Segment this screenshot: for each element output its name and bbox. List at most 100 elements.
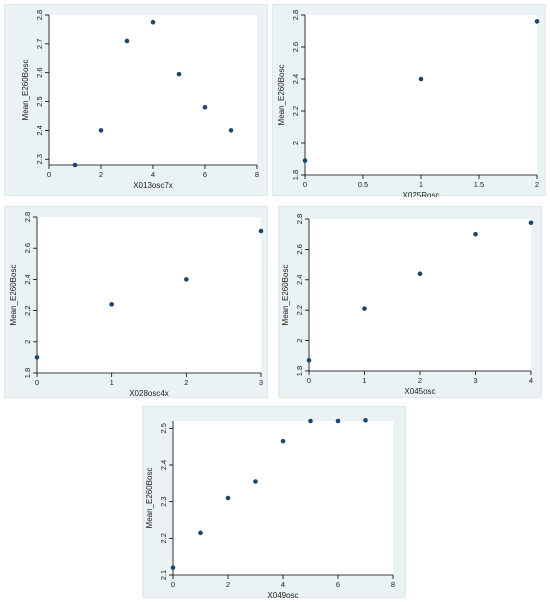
scatter-chart: 0 2 4 6 8 2.1 2.2 2.3 2.4 2.5 X049osc Mean_E260Bosc: [145, 417, 395, 599]
x-tick-label: 4: [151, 170, 155, 179]
x-tick-label: 3: [473, 376, 477, 385]
x-tick-label: 2: [184, 378, 188, 387]
y-tick-label: 2.6: [23, 243, 32, 253]
x-tick-label: 4: [529, 376, 533, 385]
x-tick-label: 4: [281, 580, 285, 589]
y-tick-label: 1.8: [295, 366, 304, 376]
x-tick-label: 0: [303, 180, 307, 189]
data-point: [417, 271, 423, 277]
y-tick-label: 2.4: [295, 275, 304, 285]
x-tick-label: 1: [362, 376, 366, 385]
y-tick-label: 2.5: [159, 423, 168, 433]
chart-panel: 0 0.5 1 1.5 2 1.8 2 2.2 2.4 2.6 2.8 X025Rosc Mean_E2…: [272, 4, 546, 197]
x-tick-label: 2: [226, 580, 230, 589]
x-tick-label: 8: [391, 580, 395, 589]
data-point: [184, 277, 189, 282]
x-axis-label: X045osc: [404, 387, 435, 396]
y-tick-label: 2.3: [159, 496, 168, 506]
y-tick-label: 2.6: [295, 244, 304, 254]
x-tick-label: 0: [171, 580, 175, 589]
y-tick-label: 2.2: [291, 106, 300, 116]
plot-area: [309, 219, 531, 371]
y-tick-label: 2.4: [23, 274, 32, 284]
x-tick-label: 1: [110, 378, 114, 387]
data-point: [225, 495, 231, 501]
y-tick-label: 2.2: [295, 305, 304, 315]
y-tick-label: 2.4: [35, 125, 44, 135]
x-tick-label: 0.5: [358, 180, 368, 189]
y-tick-label: 2.8: [295, 214, 304, 224]
y-tick-label: 2.2: [159, 533, 168, 543]
x-tick-label: 8: [255, 170, 259, 179]
scatter-chart: 0 1 2 3 4 1.8 2 2.2 2.4 2.6 2.8 X045osc Mean_E260Bos…: [281, 214, 534, 396]
y-tick-label: 2.1: [159, 570, 168, 580]
x-axis-label: X049osc: [267, 591, 298, 599]
y-tick-label: 2.8: [23, 212, 32, 222]
y-axis-label: Mean_E260Bosc: [9, 265, 18, 326]
data-point: [228, 128, 234, 133]
scatter-chart: 0 0.5 1 1.5 2 1.8 2 2.2 2.4 2.6 2.8 X025Rosc Mean_E2…: [277, 10, 540, 197]
chart-panel: 0 2 4 6 8 2.1 2.2 2.3 2.4 2.5 X049osc Mean_E260Bosc: [142, 406, 406, 599]
y-tick-label: 2.4: [291, 74, 300, 84]
y-axis-label: Mean_E260Bosc: [21, 60, 30, 121]
scatter-chart: 0 1 2 3 1.8 2 2.2 2.4 2.6 2.8 X028osc4x Mean_E260Bo…: [9, 212, 264, 398]
data-point: [308, 418, 313, 424]
scatter-chart: 0 2 4 6 8 2.3 2.4 2.5 2.6 2.7 2.8 X013osc7x Mean_E26…: [21, 10, 259, 190]
data-point: [363, 417, 368, 423]
x-tick-label: 0: [307, 376, 311, 385]
y-tick-label: 2.8: [35, 10, 44, 20]
plot-area: [49, 15, 257, 165]
data-point: [335, 418, 341, 424]
data-point: [124, 38, 130, 44]
x-tick-label: 0: [35, 378, 39, 387]
x-tick-label: 3: [259, 378, 263, 387]
data-point: [109, 302, 114, 307]
y-tick-label: 2.4: [159, 460, 168, 470]
y-tick-label: 2.8: [291, 10, 300, 20]
y-tick-label: 2.7: [35, 39, 44, 49]
data-point: [302, 158, 308, 163]
data-point: [34, 355, 40, 360]
y-tick-label: 2: [291, 141, 300, 145]
data-point: [473, 231, 478, 237]
data-point: [253, 479, 258, 484]
x-axis-label: X013osc7x: [133, 181, 173, 190]
data-point: [418, 76, 424, 82]
x-tick-label: 1.5: [474, 180, 484, 189]
y-tick-label: 2.5: [35, 96, 44, 106]
x-tick-label: 2: [535, 180, 539, 189]
y-tick-label: 1.8: [23, 368, 32, 378]
x-axis-label: X028osc4x: [129, 389, 169, 398]
y-axis-label: Mean_E260Bosc: [145, 468, 154, 529]
data-point: [170, 565, 176, 570]
y-tick-label: 1.8: [291, 170, 300, 180]
plot-area: [173, 421, 393, 575]
data-point: [528, 220, 534, 226]
x-tick-label: 6: [336, 580, 340, 589]
data-point: [198, 530, 203, 536]
data-point: [362, 306, 367, 311]
data-point: [306, 358, 312, 363]
data-point: [258, 228, 264, 234]
x-tick-label: 2: [99, 170, 103, 179]
x-axis-label: X025Rosc: [403, 191, 440, 197]
data-point: [150, 19, 156, 25]
y-tick-label: 2.6: [35, 67, 44, 77]
chart-panel: 0 2 4 6 8 2.3 2.4 2.5 2.6 2.7 2.8 X013osc7x Mean_E26…: [4, 4, 268, 196]
data-point: [534, 19, 540, 24]
plot-area: [305, 15, 537, 175]
chart-panel: 0 1 2 3 1.8 2 2.2 2.4 2.6 2.8 X028osc4x Mean_E260Bo…: [4, 206, 268, 398]
data-point: [280, 438, 286, 444]
y-tick-label: 2: [23, 340, 32, 344]
x-tick-label: 2: [418, 376, 422, 385]
y-axis-label: Mean_E260Bosc: [277, 65, 286, 126]
data-point: [72, 162, 78, 168]
data-point: [98, 128, 104, 133]
y-axis-label: Mean_E260Bosc: [281, 265, 290, 326]
x-tick-label: 0: [47, 170, 51, 179]
data-point: [176, 71, 182, 77]
x-tick-label: 1: [419, 180, 423, 189]
y-tick-label: 2: [295, 339, 304, 343]
chart-panel: 0 1 2 3 4 1.8 2 2.2 2.4 2.6 2.8 X045osc Mean_E260Bos…: [278, 206, 542, 398]
data-point: [202, 105, 208, 110]
